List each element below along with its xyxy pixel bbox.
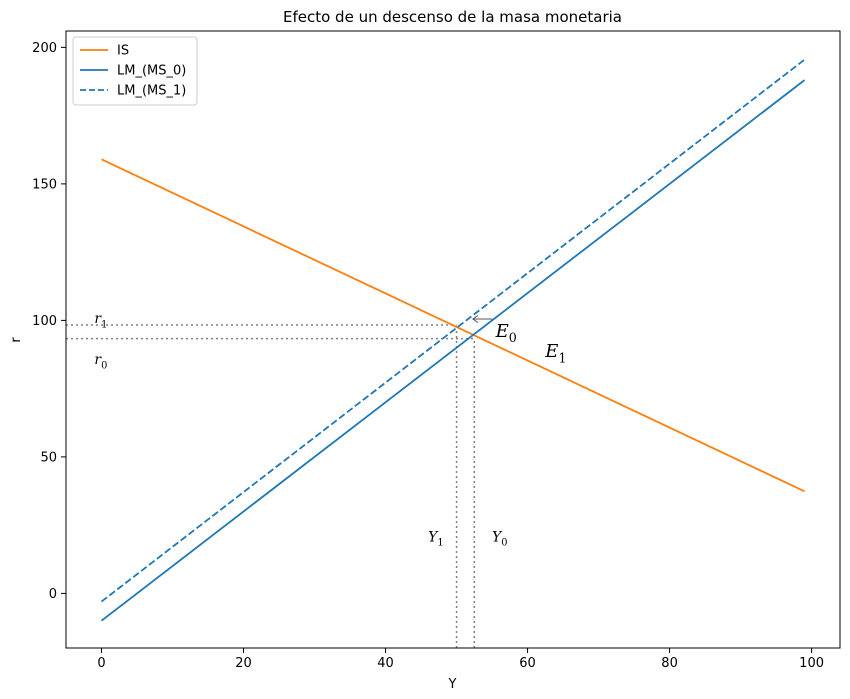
y-tick-label: 50	[40, 450, 57, 465]
plot-frame	[65, 30, 841, 649]
y-tick-label: 200	[32, 41, 57, 56]
x-tick-label: 0	[97, 656, 105, 671]
legend: IS LM_(MS_0) LM_(MS_1)	[72, 36, 198, 106]
x-tick-label: 100	[799, 656, 824, 671]
y-tick-label: 0	[49, 587, 57, 602]
series-line-IS	[101, 158, 805, 493]
x-tick-label: 80	[661, 656, 678, 671]
legend-label: LM_(MS_1)	[117, 84, 186, 99]
chart-title: Efecto de un descenso de la masa monetar…	[283, 8, 622, 26]
series-line-LM_(MS_0)	[100, 79, 806, 622]
x-tick-label: 20	[235, 656, 252, 671]
annotation-r1: r1	[94, 311, 107, 330]
legend-box	[72, 36, 198, 106]
legend-label: IS	[117, 44, 129, 59]
y-tick-label: 150	[32, 177, 57, 192]
series-line-LM_(MS_1)	[100, 58, 806, 603]
annotation-r0: r0	[94, 352, 107, 371]
x-tick-label: 60	[519, 656, 536, 671]
x-tick-label: 40	[377, 656, 394, 671]
annotation-E1: E1	[544, 341, 566, 365]
annotation-E0: E0	[495, 321, 517, 345]
annotation-Y1: Y1	[428, 530, 443, 549]
y-tick-label: 100	[32, 314, 57, 329]
legend-label: LM_(MS_0)	[117, 64, 186, 79]
shift-arrow-head	[472, 315, 479, 323]
annotation-Y0: Y0	[492, 530, 507, 549]
x-axis-label: Y	[448, 677, 457, 692]
y-axis-label: r	[9, 337, 24, 343]
